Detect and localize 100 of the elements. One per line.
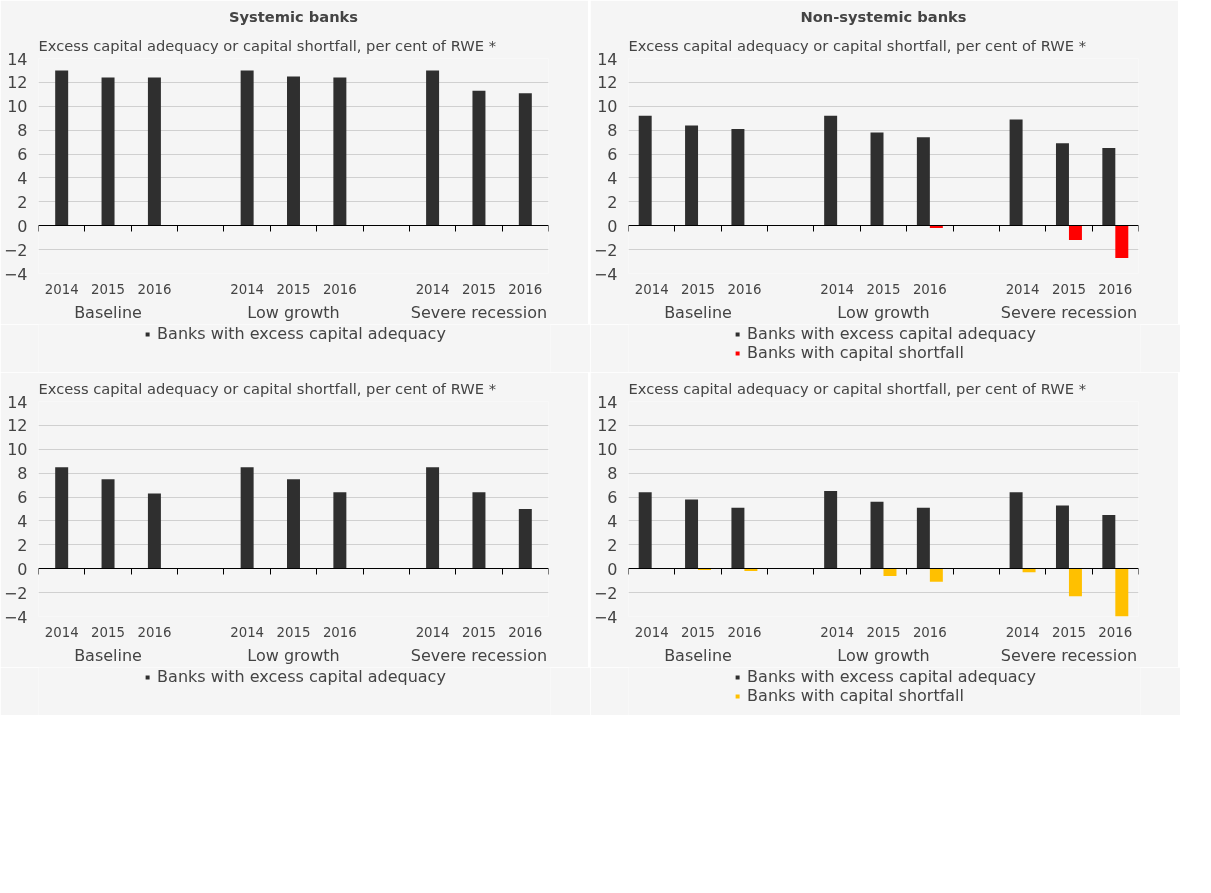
y-tick-label: 14 <box>7 392 28 412</box>
y-tick-label: 8 <box>607 121 618 141</box>
x-tick-label: 2014 <box>820 281 855 297</box>
bar <box>1115 225 1129 258</box>
y-tick-label: 0 <box>607 559 618 579</box>
x-tick-label: 2016 <box>912 281 947 297</box>
bar <box>1055 505 1069 569</box>
bar <box>916 137 930 226</box>
y-tick-label: 6 <box>607 488 618 508</box>
bar <box>824 491 838 569</box>
y-axis-title: Excess capital adequacy or capital shortfall, per cent of RWE * <box>628 379 1086 397</box>
y-tick-label: 10 <box>7 440 28 460</box>
x-tick-label: 2016 <box>137 281 172 297</box>
legend-label: Banks with excess capital adequacy <box>157 667 446 686</box>
y-tick-label: 10 <box>597 97 618 117</box>
legend-label: Banks with excess capital adequacy <box>747 667 1036 686</box>
text: Low growth <box>837 302 930 322</box>
x-tick-label: 2016 <box>322 624 357 640</box>
x-tick-label: 2015 <box>91 281 126 297</box>
bar <box>731 128 745 226</box>
bar <box>870 132 884 226</box>
y-tick-label: 2 <box>17 192 28 212</box>
x-tick-label: 2014 <box>634 624 669 640</box>
bar <box>147 77 161 226</box>
text: Low growth <box>837 645 930 665</box>
x-tick-label: 2016 <box>137 624 172 640</box>
y-tick-label: 6 <box>17 488 28 508</box>
x-tick-label: 2015 <box>276 624 311 640</box>
bar <box>287 479 300 569</box>
y-tick-label: 4 <box>607 511 618 531</box>
x-tick-label: 2014 <box>634 281 669 297</box>
text: Baseline <box>664 645 732 665</box>
y-tick-label: 12 <box>597 73 618 93</box>
bar <box>147 493 161 569</box>
bar <box>101 479 115 569</box>
text: Severe recession <box>1000 645 1138 665</box>
x-tick-label: 2015 <box>866 624 901 640</box>
text: Baseline <box>664 302 732 322</box>
text: Low growth <box>247 645 340 665</box>
y-tick-label: 6 <box>17 145 28 165</box>
legend-label: Banks with excess capital adequacy <box>747 324 1036 343</box>
bar <box>638 492 652 569</box>
x-tick-label: 2014 <box>1005 624 1040 640</box>
y-tick-label: −4 <box>593 264 618 284</box>
bar <box>1068 225 1082 241</box>
x-tick-label: 2014 <box>1005 281 1040 297</box>
x-tick-label: 2015 <box>866 281 901 297</box>
bar <box>426 70 440 226</box>
bar <box>1009 119 1023 226</box>
legend-label: Banks with excess capital adequacy <box>157 324 446 343</box>
y-tick-label: 4 <box>607 168 618 188</box>
y-tick-label: −4 <box>3 607 28 627</box>
x-tick-label: 2014 <box>230 281 265 297</box>
bar <box>472 492 486 569</box>
bar <box>1102 148 1116 226</box>
bar <box>1009 492 1023 569</box>
y-axis-title: Excess capital adequacy or capital shortfall, per cent of RWE * <box>38 379 496 397</box>
y-tick-label: 0 <box>607 216 618 236</box>
y-tick-label: 14 <box>7 49 28 69</box>
text: Severe recession <box>410 302 548 322</box>
bar <box>472 90 486 226</box>
bar <box>518 93 532 226</box>
bar <box>240 70 254 226</box>
y-tick-label: 10 <box>597 440 618 460</box>
y-tick-label: 0 <box>17 216 28 236</box>
y-tick-label: 2 <box>607 535 618 555</box>
text: Baseline <box>74 645 142 665</box>
y-tick-label: 14 <box>597 392 618 412</box>
x-tick-label: 2014 <box>415 281 450 297</box>
legend-label: Banks with capital shortfall <box>747 343 965 362</box>
x-tick-label: 2014 <box>230 624 265 640</box>
y-tick-label: 8 <box>17 464 28 484</box>
text: Severe recession <box>410 645 548 665</box>
y-tick-label: −4 <box>3 264 28 284</box>
x-tick-label: 2014 <box>44 624 79 640</box>
bar <box>101 77 115 226</box>
bar <box>870 501 884 569</box>
bar <box>1068 568 1082 597</box>
chart-title: Systemic banks <box>228 7 359 25</box>
bar <box>929 568 943 582</box>
y-tick-label: 12 <box>597 416 618 436</box>
bar <box>1102 514 1116 569</box>
y-tick-label: −2 <box>593 583 618 603</box>
x-tick-label: 2014 <box>415 624 450 640</box>
bar <box>55 70 69 226</box>
bar <box>916 507 930 569</box>
y-tick-label: 8 <box>607 464 618 484</box>
x-tick-label: 2015 <box>462 624 496 640</box>
y-tick-label: 4 <box>17 168 28 188</box>
legend-label: Banks with capital shortfall <box>747 686 965 705</box>
bar <box>333 492 347 569</box>
y-tick-label: 10 <box>7 97 28 117</box>
bar <box>55 467 69 569</box>
text: Severe recession <box>1000 302 1138 322</box>
y-tick-label: 2 <box>17 535 28 555</box>
x-tick-label: 2015 <box>681 281 716 297</box>
y-tick-label: −2 <box>593 240 618 260</box>
x-tick-label: 2016 <box>727 281 762 297</box>
bar <box>240 467 254 569</box>
chart-title: Non-systemic banks <box>800 7 967 25</box>
